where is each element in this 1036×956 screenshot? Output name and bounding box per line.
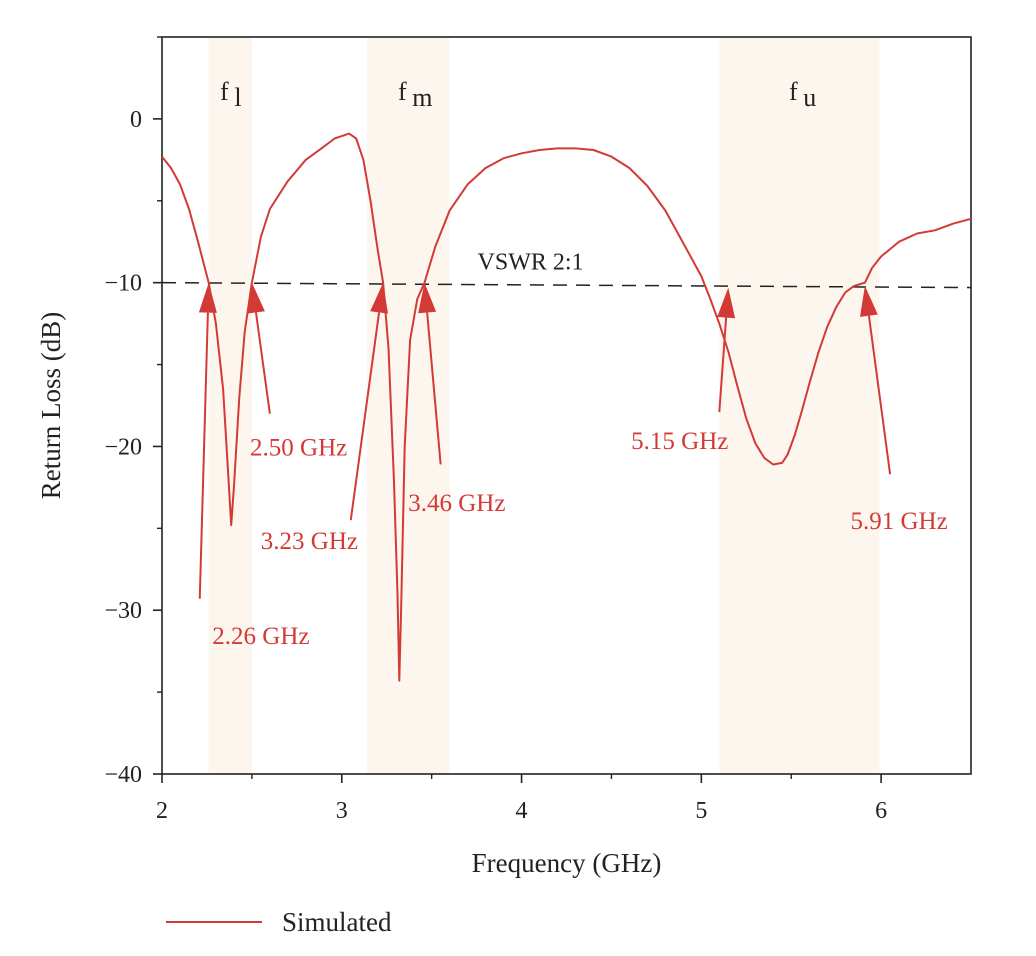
annotation-arrow-shaft [867, 315, 892, 475]
y-tick-label: −30 [104, 598, 142, 624]
vswr-reference: VSWR 2:1 [161, 250, 972, 289]
band-m [366, 37, 450, 774]
annotation-arrow-shaft [254, 312, 271, 414]
band-u [719, 37, 880, 774]
annotation-arrow-head [247, 282, 265, 314]
x-tick-label: 6 [875, 798, 887, 824]
axis-ticks: 2 3 4 5 6 0 −10 −20 −30 −40 [104, 36, 887, 824]
annotation-label: 5.91 GHz [850, 508, 947, 535]
annotation-arrow-head [717, 287, 736, 319]
legend-label: Simulated [282, 907, 392, 937]
y-tick-label: −10 [104, 271, 142, 297]
x-tick-label: 3 [336, 798, 348, 824]
annotation-arrow-shaft [198, 312, 209, 599]
x-tick-label: 5 [695, 798, 707, 824]
annotation-arrow-head [860, 285, 878, 317]
annotations: 2.26 GHz 2.50 GHz 3.23 GHz 3.46 GHz 5.15 GHz… [198, 282, 948, 650]
y-tick-label: 0 [130, 107, 142, 133]
x-axis-title: Frequency (GHz) [472, 848, 662, 878]
annotation-label: 3.46 GHz [408, 490, 505, 517]
annotation-arrow-head [370, 282, 388, 314]
annotation-arrow-shaft [426, 312, 442, 465]
x-tick-label: 2 [156, 798, 168, 824]
band-sub-l: l [234, 83, 241, 112]
y-tick-label: −20 [104, 434, 142, 460]
annotation-label: 3.23 GHz [261, 528, 358, 555]
annotation-arrow-head [418, 282, 437, 314]
y-tick-label: −40 [104, 762, 142, 788]
y-axis-title: Return Loss (dB) [36, 312, 66, 499]
vswr-label: VSWR 2:1 [478, 250, 584, 276]
annotation-arrow-shaft [718, 317, 728, 413]
annotation-label: 5.15 GHz [631, 428, 728, 455]
plot-frame [161, 36, 972, 775]
band-sub-u: u [803, 83, 816, 112]
band-l [208, 37, 252, 774]
annotation-arrow-head [198, 282, 217, 313]
vswr-line [161, 281, 972, 289]
band-label-u: f [789, 77, 798, 106]
annotation-label: 2.26 GHz [212, 623, 309, 650]
annotation-arrow-shaft [349, 312, 381, 521]
x-tick-label: 4 [516, 798, 528, 824]
band-label-l: f [220, 77, 229, 106]
band-label-m: f [398, 77, 407, 106]
band-sub-m: m [412, 83, 432, 112]
legend: Simulated [166, 907, 392, 937]
annotation-label: 2.50 GHz [250, 434, 347, 461]
